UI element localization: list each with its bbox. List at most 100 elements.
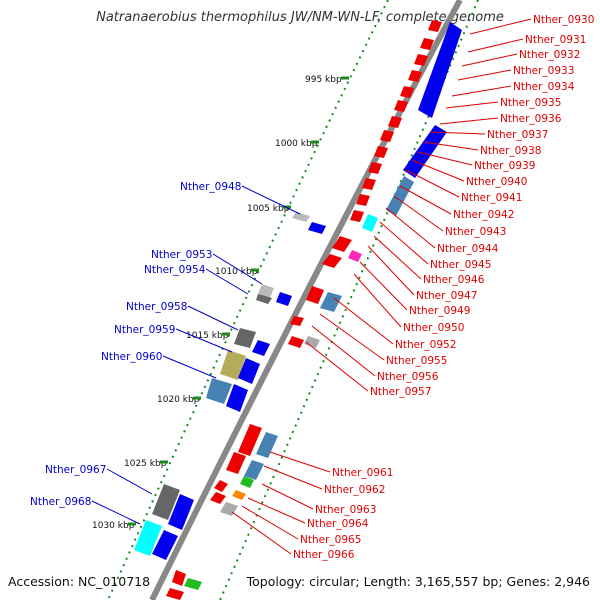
gene-forward-arrow: [226, 452, 246, 474]
tick-label: 1030 kbp: [92, 521, 135, 531]
gene-label-left: Nther_0967: [45, 464, 106, 476]
label-leader-line: [461, 53, 518, 67]
gene-label-right: Nther_0932: [519, 49, 580, 61]
label-leader-line: [469, 18, 532, 35]
gene-reverse-block: [238, 358, 260, 384]
gene-label-right: Nther_0931: [525, 34, 586, 46]
gene-label-right: Nther_0952: [395, 339, 456, 351]
label-leader-line: [263, 465, 323, 490]
gene-gray-block: [258, 284, 274, 298]
gene-gray-block: [292, 212, 310, 222]
gene-reverse-block: [403, 125, 447, 178]
gene-label-left: Nther_0968: [30, 496, 91, 508]
gene-label-left: Nther_0953: [151, 249, 212, 261]
gene-label-right: Nther_0941: [461, 192, 522, 204]
gene-label-right: Nther_0955: [386, 355, 447, 367]
label-leader-line: [353, 273, 402, 328]
gene-label-right: Nther_0944: [437, 243, 499, 255]
gene-forward-arrow: [362, 178, 376, 190]
genome-backbone: [149, 0, 463, 600]
gene-label-right: Nther_0943: [445, 226, 506, 238]
gene-cog-block: [244, 460, 264, 480]
gene-label-right: Nther_0930: [533, 14, 594, 26]
tick-label: 1025 kbp: [124, 459, 167, 469]
gene-label-right: Nther_0950: [403, 322, 464, 334]
gene-forward-arrow: [350, 210, 364, 222]
gene-reverse-block: [226, 384, 248, 412]
gene-forward-arrow: [166, 588, 184, 600]
gene-cog-block: [256, 294, 272, 304]
gene-label-right: Nther_0946: [423, 274, 485, 286]
gene-reverse-block: [418, 22, 462, 118]
label-leader-line: [399, 185, 452, 215]
gene-forward-arrow: [414, 54, 428, 66]
label-leader-line: [393, 195, 444, 232]
label-leader-line: [311, 325, 376, 377]
gene-cog-block: [320, 292, 342, 312]
gene-label-right: Nther_0945: [430, 259, 491, 271]
label-leader-line: [333, 297, 394, 345]
label-leader-line: [445, 101, 499, 109]
label-leader-line: [359, 261, 408, 311]
gene-forward-arrow: [322, 254, 342, 268]
gene-label-right: Nther_0934: [513, 81, 575, 93]
gene-reverse-arrow: [308, 222, 326, 234]
gene-reverse-block: [152, 530, 178, 560]
label-leader-line: [405, 169, 460, 198]
label-leader-line: [241, 185, 301, 215]
gene-forward-arrow: [306, 286, 324, 304]
gene-cog-block: [386, 176, 414, 216]
label-leader-line: [423, 141, 479, 151]
gene-reverse-arrow: [252, 340, 270, 356]
gene-label-left: Nther_0948: [180, 181, 241, 193]
label-leader-line: [385, 207, 436, 249]
gene-cog-block: [152, 484, 180, 520]
label-leader-line: [411, 159, 465, 182]
gene-forward-arrow: [356, 194, 370, 206]
label-leader-line: [187, 305, 239, 331]
gene-forward-arrow: [210, 492, 226, 504]
gene-forward-arrow: [380, 130, 394, 142]
label-leader-line: [205, 268, 249, 295]
gene-label-left: Nther_0960: [101, 351, 162, 363]
gene-forward-arrow: [400, 86, 414, 98]
label-leader-line: [231, 511, 292, 555]
map-title: Natranaerobius thermophilus JW/NM-WN-LF,…: [96, 10, 504, 25]
label-leader-line: [261, 483, 314, 510]
gene-forward-arrow: [214, 480, 228, 492]
gene-label-right: Nther_0940: [466, 176, 527, 188]
label-leader-line: [417, 151, 473, 166]
label-leader-line: [269, 451, 331, 473]
gene-label-right: Nther_0965: [300, 534, 361, 546]
gene-cog-block: [232, 490, 246, 500]
tick-label: 1005 kbp: [247, 204, 290, 214]
gene-label-left: Nther_0959: [114, 324, 175, 336]
gene-label-right: Nther_0963: [315, 504, 376, 516]
gene-label-right: Nther_0957: [370, 386, 431, 398]
accession-text: Accession: NC_010718: [8, 574, 151, 589]
gene-cog-block: [134, 520, 162, 556]
gene-label-right: Nther_0937: [487, 129, 548, 141]
gene-forward-arrow: [374, 146, 388, 158]
gene-label-right: Nther_0961: [332, 467, 393, 479]
gene-forward-arrow: [408, 70, 422, 82]
label-leader-line: [367, 245, 415, 296]
gene-cog-block: [348, 250, 362, 262]
gene-gray-block: [304, 336, 320, 348]
gene-label-left: Nther_0958: [126, 301, 187, 313]
label-leader-line: [247, 497, 306, 524]
gene-cog-block: [234, 328, 256, 348]
label-leader-line: [451, 85, 512, 97]
label-leader-line: [379, 221, 429, 265]
gene-forward-arrow: [288, 336, 304, 348]
gene-label-right: Nther_0938: [480, 145, 541, 157]
gene-label-right: Nther_0966: [293, 549, 355, 561]
gene-reverse-arrow: [276, 292, 292, 306]
tick-label: 1015 kbp: [186, 331, 229, 341]
dotted-track-outer: [219, 0, 479, 600]
tick-label: 1000 kbp: [275, 139, 318, 149]
gene-label-right: Nther_0935: [500, 97, 561, 109]
label-leader-line: [106, 468, 153, 495]
gene-cog-block: [240, 476, 254, 488]
tick-label: 995 kbp: [305, 75, 342, 85]
